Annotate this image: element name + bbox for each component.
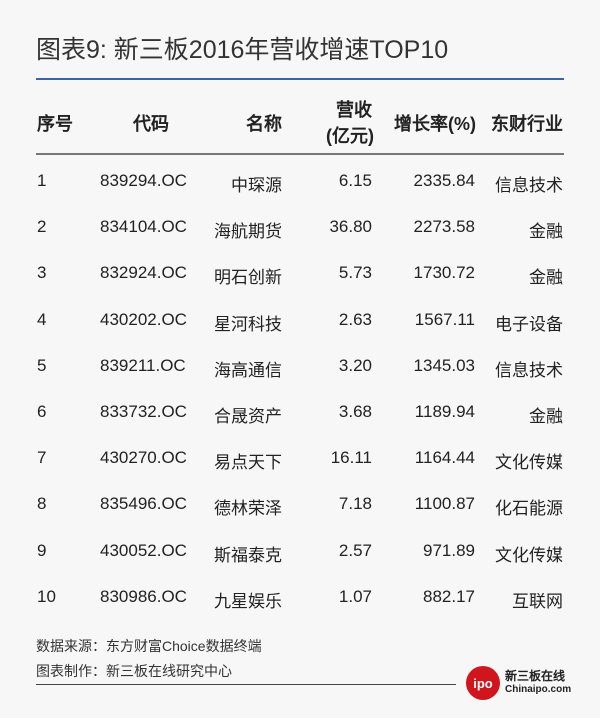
- logo-cn: 新三板在线: [505, 669, 566, 683]
- cell-industry: 文化传媒: [495, 453, 563, 473]
- title-divider: [36, 78, 564, 80]
- cell-index: 1: [37, 171, 47, 190]
- cell-growth: 1345.03: [413, 355, 475, 375]
- cell-name: 德林荣泽: [214, 499, 282, 519]
- cell-industry: 文化传媒: [495, 545, 563, 565]
- cell-index: 6: [37, 402, 47, 421]
- header-industry: 东财行业: [491, 114, 563, 134]
- cell-revenue: 7.18: [338, 494, 372, 514]
- cell-revenue: 5.73: [338, 263, 372, 283]
- header-code: 代码: [133, 114, 169, 134]
- cell-revenue: 6.15: [338, 171, 372, 190]
- cell-index: 8: [37, 494, 47, 514]
- cell-code: 830986.OC: [100, 586, 187, 606]
- cell-revenue: 3.20: [338, 355, 372, 375]
- cell-name: 易点天下: [214, 453, 282, 473]
- cell-code: 833732.OC: [100, 402, 187, 421]
- cell-growth: 1730.72: [413, 263, 475, 283]
- table-row: 5 839211.OC 海高通信 3.20 1345.03 信息技术: [0, 356, 600, 402]
- header-divider: [36, 153, 564, 155]
- cell-industry: 互联网: [512, 591, 563, 611]
- header-name: 名称: [246, 114, 282, 134]
- cell-industry: 化石能源: [495, 499, 563, 519]
- cell-revenue: 3.68: [338, 402, 372, 421]
- cell-index: 10: [37, 586, 56, 606]
- footer-divider: [36, 684, 456, 685]
- cell-industry: 金融: [529, 222, 563, 242]
- table-row: 8 835496.OC 德林荣泽 7.18 1100.87 化石能源: [0, 494, 600, 540]
- cell-growth: 2335.84: [413, 171, 475, 190]
- cell-name: 海高通信: [214, 360, 282, 380]
- cell-name: 中琛源: [231, 176, 282, 195]
- cell-name: 明石创新: [214, 268, 282, 288]
- cell-revenue: 16.11: [330, 448, 372, 468]
- cell-industry: 金融: [529, 268, 563, 288]
- cell-code: 430270.OC: [100, 448, 187, 468]
- cell-growth: 1567.11: [414, 309, 475, 329]
- table-header: 序号 代码 名称 营收 (亿元) 增长率(%) 东财行业: [0, 96, 600, 152]
- cell-code: 430052.OC: [100, 540, 187, 560]
- source-note: 数据来源：东方财富Choice数据终端: [36, 638, 262, 654]
- cell-industry: 信息技术: [495, 360, 563, 380]
- cell-code: 834104.OC: [100, 217, 187, 237]
- cell-growth: 882.17: [423, 586, 475, 606]
- table-row: 9 430052.OC 斯福泰克 2.57 971.89 文化传媒: [0, 541, 600, 587]
- header-revenue: 营收: [336, 100, 372, 120]
- cell-name: 九星娱乐: [214, 591, 282, 611]
- cell-growth: 2273.58: [413, 217, 475, 237]
- cell-name: 星河科技: [214, 314, 282, 334]
- cell-growth: 1189.94: [414, 402, 475, 421]
- cell-industry: 金融: [529, 407, 563, 426]
- table-row: 4 430202.OC 星河科技 2.63 1567.11 电子设备: [0, 310, 600, 356]
- cell-code: 430202.OC: [100, 309, 187, 329]
- cell-index: 4: [37, 309, 47, 329]
- cell-name: 斯福泰克: [214, 545, 282, 565]
- cell-code: 839211.OC: [100, 355, 186, 375]
- cell-code: 832924.OC: [100, 263, 187, 283]
- cell-index: 2: [37, 217, 47, 237]
- cell-growth: 1100.87: [414, 494, 475, 514]
- cell-code: 835496.OC: [100, 494, 187, 514]
- table-row: 1 839294.OC 中琛源 6.15 2335.84 信息技术: [0, 171, 600, 217]
- header-index: 序号: [37, 114, 73, 134]
- cell-industry: 电子设备: [495, 314, 563, 334]
- table-row: 7 430270.OC 易点天下 16.11 1164.44 文化传媒: [0, 448, 600, 494]
- cell-growth: 971.89: [423, 540, 475, 560]
- cell-growth: 1164.44: [414, 448, 475, 468]
- cell-revenue: 1.07: [338, 586, 372, 606]
- cell-revenue: 36.80: [329, 217, 372, 237]
- cell-revenue: 2.57: [338, 540, 372, 560]
- maker-note: 图表制作：新三板在线研究中心: [36, 663, 232, 679]
- logo-mark: ipo: [466, 666, 500, 700]
- logo: ipo 新三板在线 Chinaipo.com: [466, 666, 571, 700]
- cell-index: 5: [37, 355, 47, 375]
- cell-name: 合晟资产: [214, 407, 282, 426]
- header-revenue-unit: (亿元): [326, 126, 374, 146]
- cell-revenue: 2.63: [338, 309, 372, 329]
- logo-en: Chinaipo.com: [505, 684, 572, 695]
- chart-title: 图表9: 新三板2016年营收增速TOP10: [36, 36, 449, 64]
- cell-index: 7: [37, 448, 47, 468]
- header-growth: 增长率(%): [394, 114, 476, 134]
- table-row: 6 833732.OC 合晟资产 3.68 1189.94 金融: [0, 402, 600, 448]
- table-row: 2 834104.OC 海航期货 36.80 2273.58 金融: [0, 217, 600, 263]
- cell-index: 3: [37, 263, 47, 283]
- cell-index: 9: [37, 540, 47, 560]
- cell-name: 海航期货: [214, 222, 282, 242]
- table-row: 10 830986.OC 九星娱乐 1.07 882.17 互联网: [0, 587, 600, 633]
- table-row: 3 832924.OC 明石创新 5.73 1730.72 金融: [0, 263, 600, 309]
- cell-industry: 信息技术: [495, 176, 563, 195]
- cell-code: 839294.OC: [100, 171, 187, 190]
